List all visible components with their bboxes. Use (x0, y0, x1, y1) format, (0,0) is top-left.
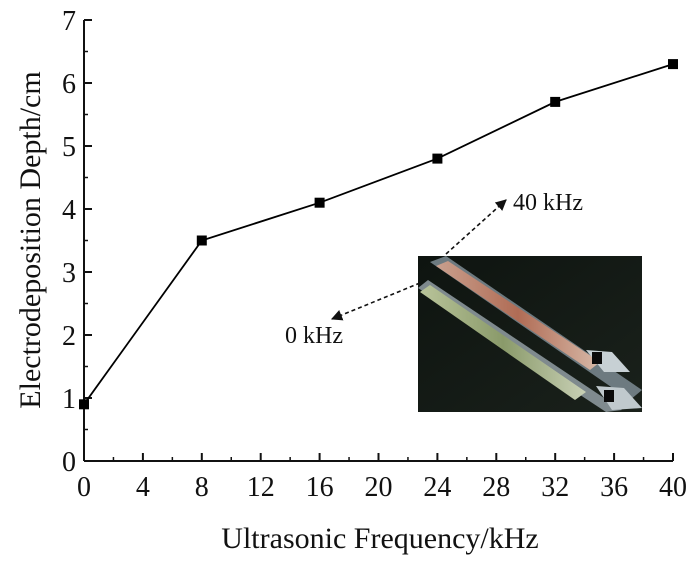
y-tick-label: 6 (62, 69, 76, 100)
x-axis-title: Ultrasonic Frequency/kHz (221, 522, 538, 555)
annotation-40khz: 40 kHz (513, 190, 583, 216)
x-tick-label: 20 (365, 472, 393, 503)
y-tick-label: 7 (62, 6, 76, 37)
x-tick-label: 36 (600, 472, 628, 503)
x-axis-ticks: 0 4 8 12 16 20 24 28 32 36 40 (77, 453, 687, 503)
x-tick-label: 8 (195, 472, 209, 503)
data-point (550, 96, 561, 107)
x-tick-label: 28 (482, 472, 510, 503)
x-tick-label: 16 (306, 472, 334, 503)
y-tick-label: 1 (62, 384, 76, 415)
x-tick-label: 4 (136, 472, 150, 503)
y-axis-ticks: 0 1 2 3 4 5 6 7 (62, 6, 92, 478)
series-line (83, 63, 674, 405)
x-tick-label: 32 (541, 472, 569, 503)
arrow-0khz (330, 282, 421, 321)
y-axis-title: Electrodeposition Depth/cm (14, 71, 47, 408)
data-point (196, 235, 207, 246)
x-tick-label: 24 (423, 472, 451, 503)
y-tick-label: 0 (62, 447, 76, 478)
arrow-40khz (445, 199, 507, 255)
series-layer (79, 59, 678, 410)
data-point (314, 197, 325, 208)
data-point (668, 59, 678, 70)
annotation-arrows (330, 199, 507, 321)
inset-photo (418, 256, 642, 412)
x-tick-label: 40 (659, 472, 687, 503)
data-point (432, 153, 443, 164)
x-tick-label: 0 (77, 472, 91, 503)
data-point (79, 399, 89, 410)
y-tick-label: 5 (62, 132, 76, 163)
annotation-0khz: 0 kHz (285, 323, 343, 349)
y-tick-label: 3 (62, 258, 76, 289)
y-tick-label: 2 (62, 321, 76, 352)
y-tick-label: 4 (62, 195, 76, 226)
x-tick-label: 12 (247, 472, 275, 503)
